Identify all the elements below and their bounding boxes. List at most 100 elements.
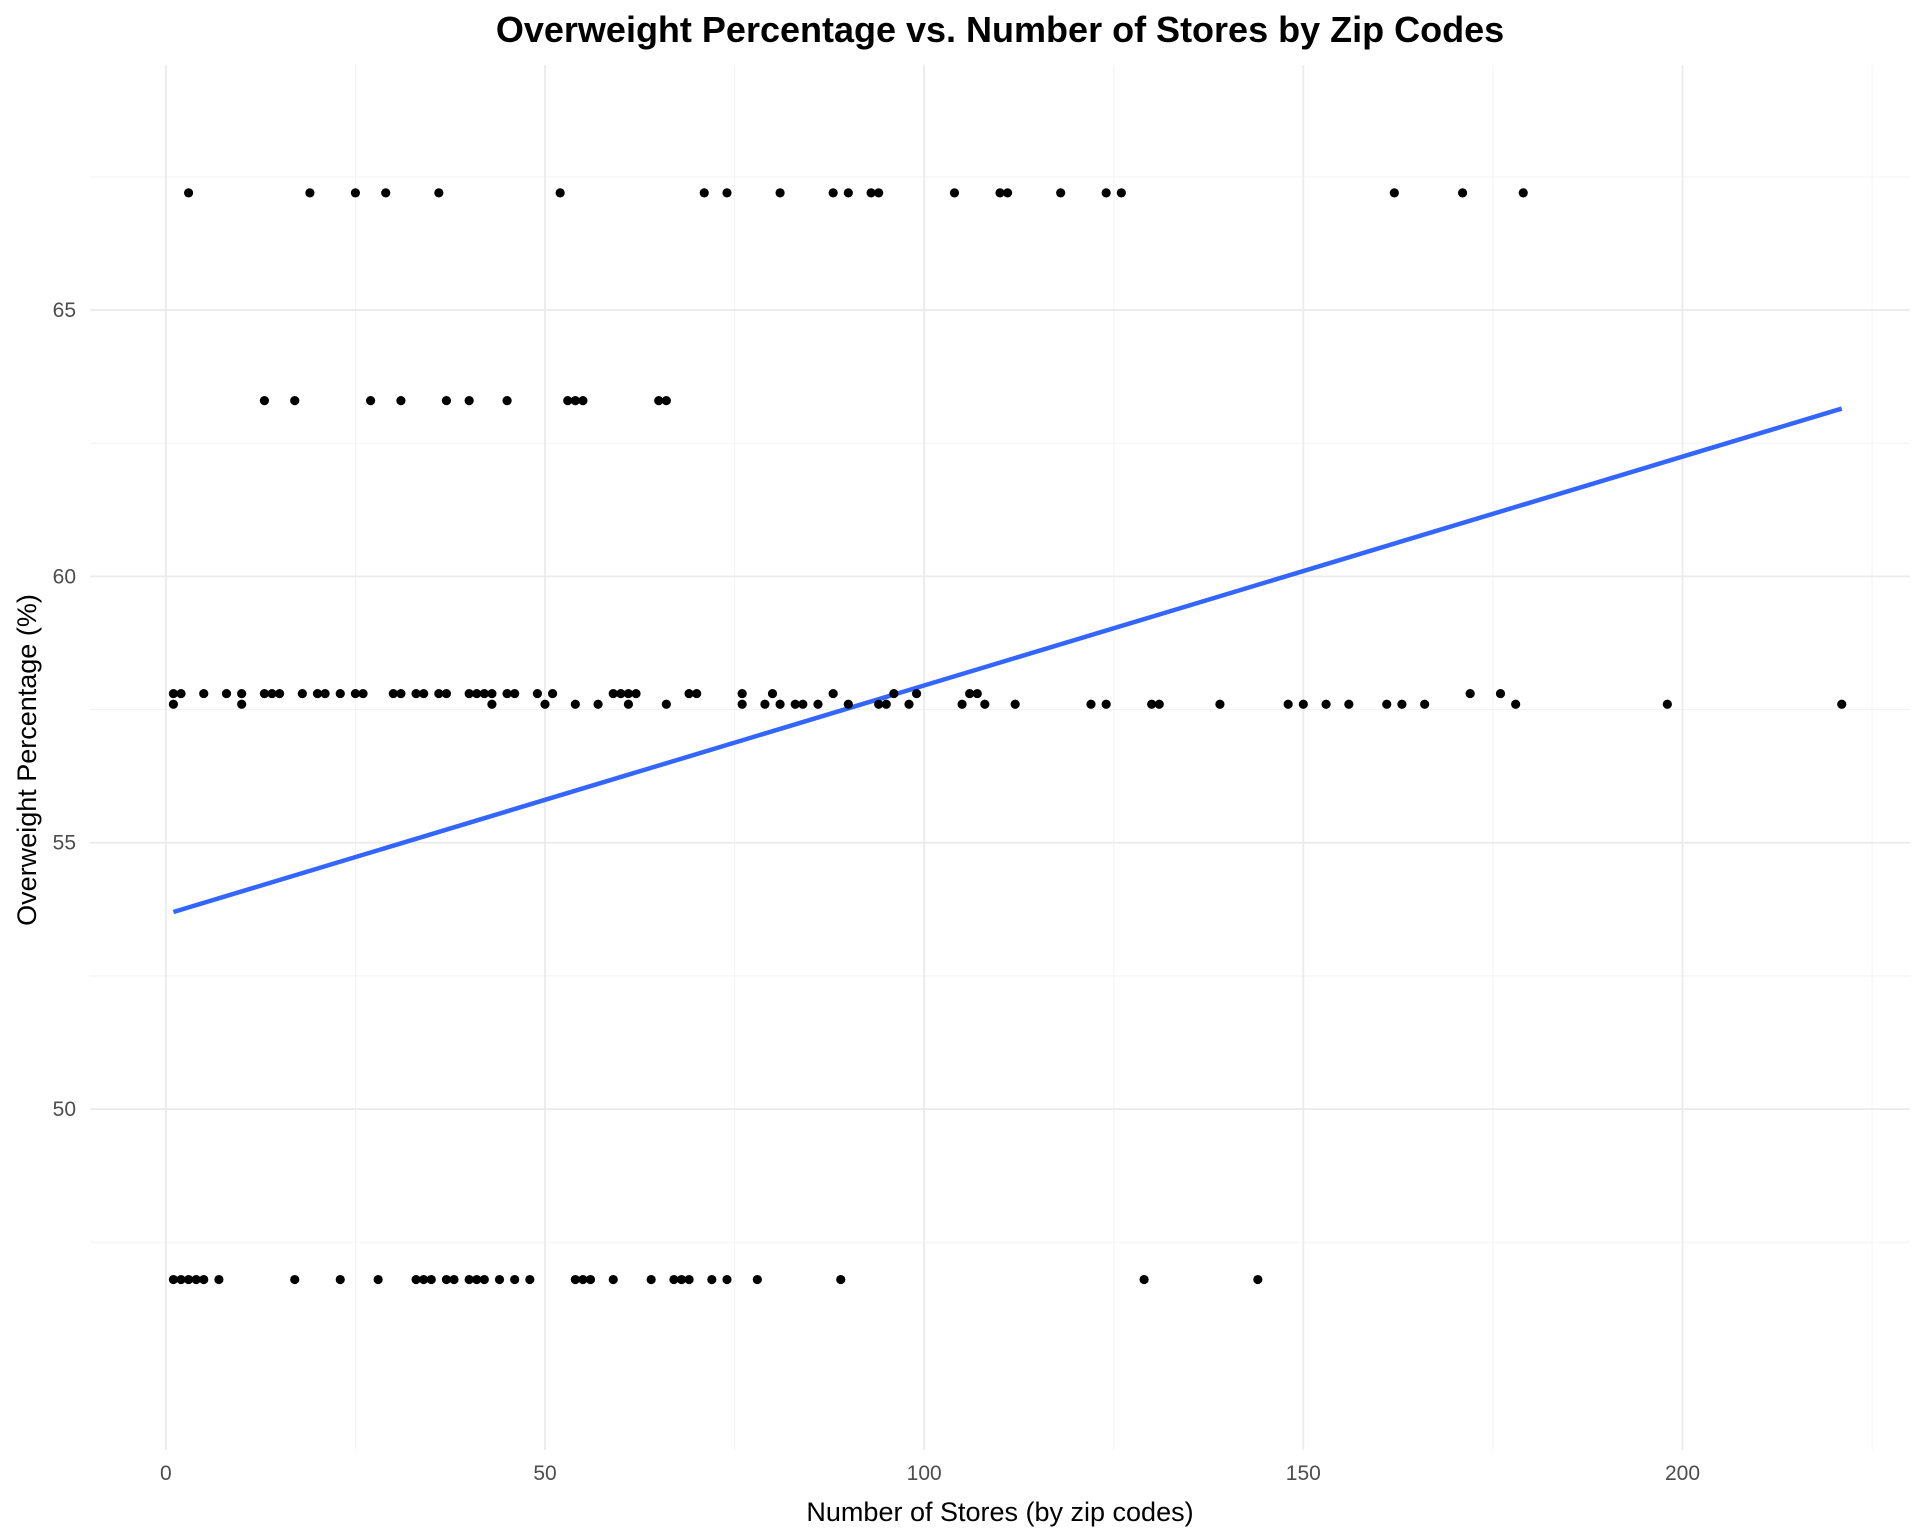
data-point — [1344, 699, 1354, 709]
data-point — [775, 699, 785, 709]
data-point — [1139, 1274, 1149, 1285]
data-point — [297, 688, 307, 699]
data-point — [654, 395, 664, 406]
data-point — [540, 699, 550, 709]
data-point — [813, 699, 823, 709]
data-point — [1837, 699, 1847, 709]
data-point — [1086, 699, 1096, 709]
data-point — [1298, 699, 1308, 709]
data-point — [525, 1274, 535, 1285]
data-point — [532, 688, 543, 699]
data-point — [661, 395, 671, 406]
data-point — [1382, 699, 1392, 709]
data-point — [335, 688, 345, 699]
data-point — [1511, 699, 1521, 709]
data-point — [995, 188, 1005, 198]
data-point — [487, 688, 497, 699]
data-point — [464, 1274, 474, 1285]
data-point — [593, 699, 603, 709]
data-point — [502, 395, 512, 406]
data-point — [722, 188, 732, 198]
data-point — [183, 188, 194, 198]
data-point — [411, 688, 421, 699]
y-tick-label: 55 — [53, 832, 76, 855]
x-tick-label: 50 — [533, 1462, 556, 1485]
data-point — [555, 188, 565, 198]
data-point — [836, 1274, 846, 1285]
data-point — [972, 688, 982, 699]
data-point — [904, 699, 914, 709]
data-point — [1397, 699, 1407, 709]
data-point — [957, 699, 967, 709]
data-point — [259, 688, 270, 699]
data-point — [692, 688, 702, 699]
data-point — [547, 688, 558, 699]
data-point — [585, 1274, 596, 1285]
data-point — [396, 395, 406, 406]
data-point — [441, 395, 452, 406]
data-point — [949, 188, 960, 198]
data-point — [1101, 699, 1111, 709]
data-point — [570, 699, 580, 709]
data-point — [911, 688, 922, 699]
data-point — [684, 1274, 694, 1285]
data-point — [221, 688, 232, 699]
data-point — [646, 1274, 656, 1285]
data-point — [237, 699, 247, 709]
data-point — [1457, 188, 1468, 198]
data-point — [373, 1274, 383, 1285]
data-point — [828, 188, 838, 198]
data-point — [578, 1274, 588, 1285]
data-point — [411, 1274, 421, 1285]
data-point — [843, 699, 853, 709]
data-point — [707, 1274, 717, 1285]
data-point — [365, 395, 376, 406]
data-point — [1154, 699, 1164, 709]
data-point — [350, 188, 361, 198]
data-point — [426, 1274, 436, 1285]
data-point — [479, 688, 489, 699]
data-point — [388, 688, 398, 699]
data-point — [608, 1274, 618, 1285]
data-point — [1147, 699, 1157, 709]
data-point — [1495, 688, 1506, 699]
data-point — [381, 188, 391, 198]
data-point — [623, 688, 634, 699]
data-point — [843, 188, 853, 198]
data-point — [312, 688, 323, 699]
trend-line — [172, 406, 1843, 915]
data-point — [1010, 699, 1020, 709]
data-point — [199, 688, 209, 699]
data-point — [502, 688, 512, 699]
data-point — [616, 688, 626, 699]
data-point — [358, 688, 368, 699]
data-point — [889, 688, 899, 699]
data-point — [676, 1274, 687, 1285]
data-point — [1215, 699, 1225, 709]
data-point — [305, 188, 315, 198]
data-point — [767, 688, 778, 699]
data-point — [608, 688, 618, 699]
data-point — [176, 1274, 186, 1285]
data-point — [828, 688, 838, 699]
trend-line-group — [172, 406, 1843, 915]
data-point — [631, 688, 641, 699]
data-point — [487, 699, 497, 709]
data-point — [1283, 699, 1293, 709]
x-tick-label: 200 — [1665, 1462, 1700, 1485]
data-point — [267, 688, 277, 699]
data-point — [1321, 699, 1331, 709]
data-point — [570, 395, 580, 406]
data-point — [1002, 188, 1013, 198]
y-tick-label: 60 — [53, 565, 76, 588]
data-point — [1253, 1274, 1263, 1285]
data-point — [661, 699, 671, 709]
data-point — [866, 188, 876, 198]
data-point — [1101, 188, 1111, 198]
data-point — [1116, 188, 1126, 198]
data-point — [419, 1274, 429, 1285]
data-point — [570, 1274, 580, 1285]
data-point — [168, 688, 179, 699]
data-point — [1465, 688, 1475, 699]
